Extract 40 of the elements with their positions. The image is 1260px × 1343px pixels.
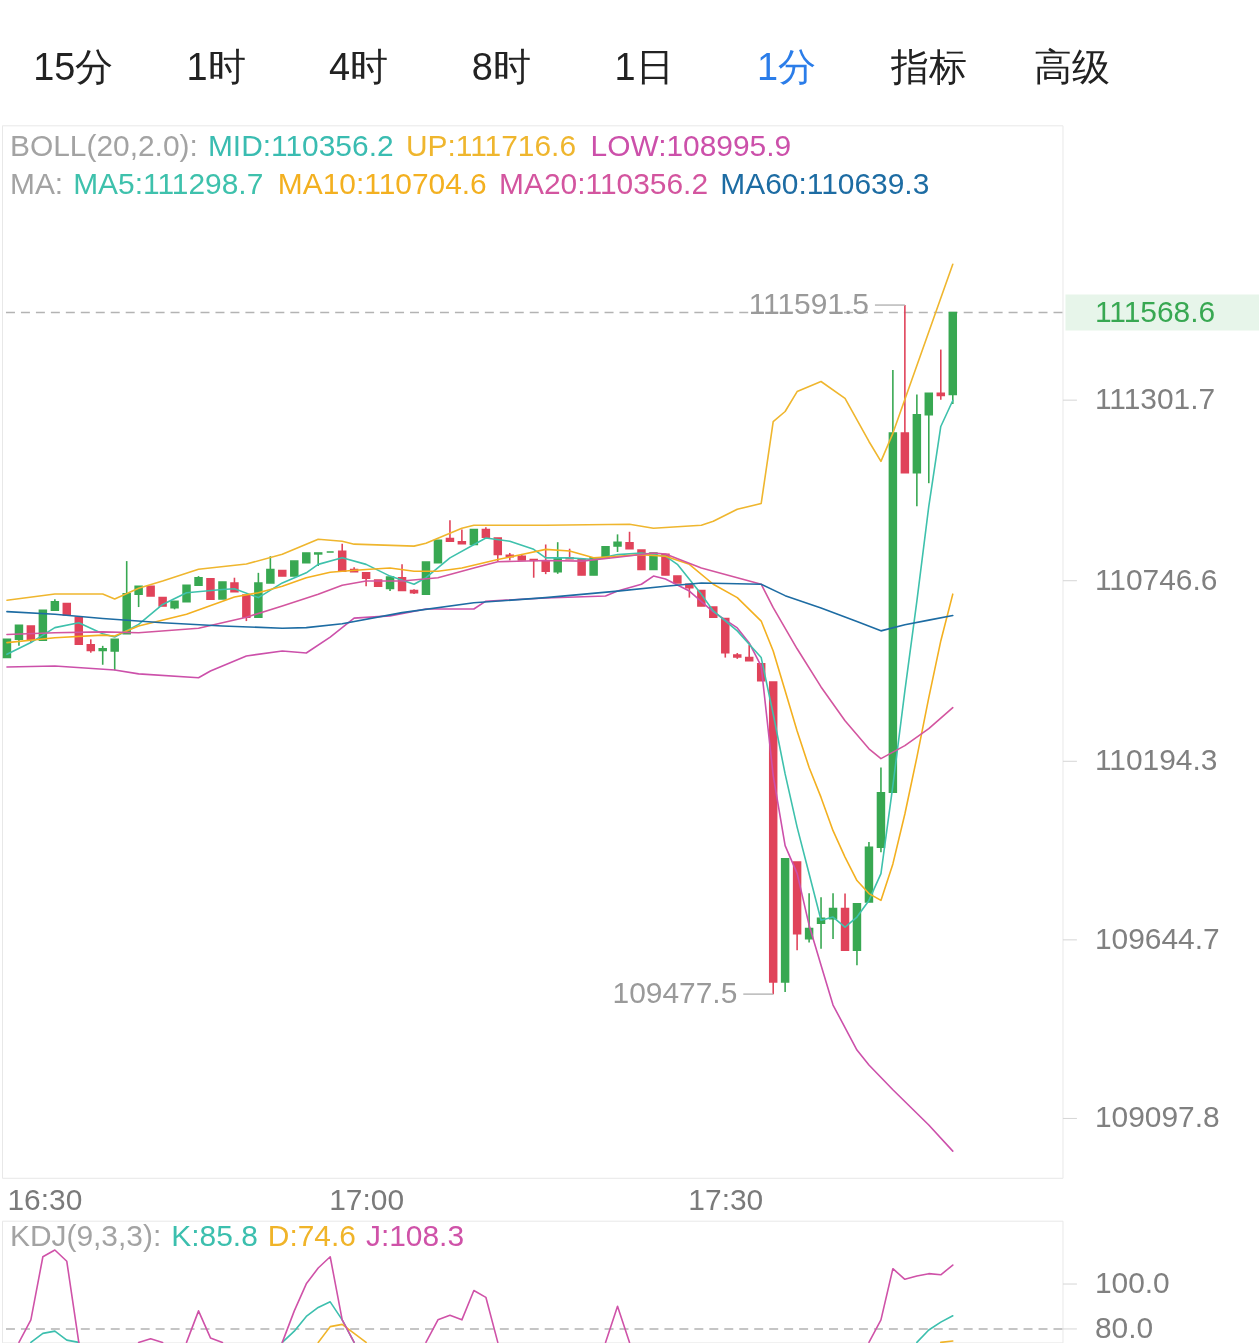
y-tick-label: 110194.3 <box>1094 742 1218 776</box>
text: UP:111716.6 <box>405 129 577 163</box>
category-label: 15分 <box>33 46 114 89</box>
y-tick-label: 109097.8 <box>1094 1100 1220 1134</box>
category-label: 1日 <box>614 46 674 89</box>
y-tick-label: 111568.6 <box>1094 295 1216 329</box>
text: MA60:110639.3 <box>720 167 930 201</box>
line-series <box>6 399 954 928</box>
category-label: 4时 <box>329 46 389 89</box>
x-tick-label: 17:30 <box>688 1183 764 1217</box>
text: D:74.6 <box>267 1218 356 1252</box>
line-series <box>6 582 954 632</box>
y-tick-label: 109644.7 <box>1094 922 1220 956</box>
text: K:85.8 <box>171 1218 258 1252</box>
category-label: 指标 <box>890 46 968 89</box>
category-label: 1时 <box>186 46 246 89</box>
text: LOW:108995.9 <box>590 129 792 163</box>
category-label: 8时 <box>471 46 531 89</box>
line-series <box>6 548 954 902</box>
annotation: 111591.5 <box>748 287 869 321</box>
y-tick-label: 110746.6 <box>1094 562 1218 596</box>
annotation: MA: <box>9 167 64 201</box>
category-label: 1分 <box>757 46 817 89</box>
text: MA5:111298.7 <box>73 167 264 201</box>
y-tick-label: 80.0 <box>1094 1311 1154 1343</box>
y-tick-label: 100.0 <box>1094 1266 1170 1300</box>
annotation: BOLL(20,2.0): <box>9 129 198 163</box>
x-tick-label: 16:30 <box>7 1183 83 1217</box>
line-series <box>6 263 954 602</box>
line-series <box>6 575 954 1152</box>
text: MA20:110356.2 <box>499 167 709 201</box>
annotation: KDJ(9,3,3): <box>9 1218 162 1252</box>
text: MA10:110704.6 <box>277 167 487 201</box>
y-tick-label: 111301.7 <box>1094 382 1216 415</box>
line-series <box>6 552 954 760</box>
legend-label: MID:110356.2 <box>207 129 394 163</box>
annotation: 109477.5 <box>612 976 738 1010</box>
x-tick-label: 17:00 <box>329 1183 405 1217</box>
series-label: J:108.3 <box>365 1218 465 1252</box>
category-label: 高级 <box>1033 46 1110 89</box>
